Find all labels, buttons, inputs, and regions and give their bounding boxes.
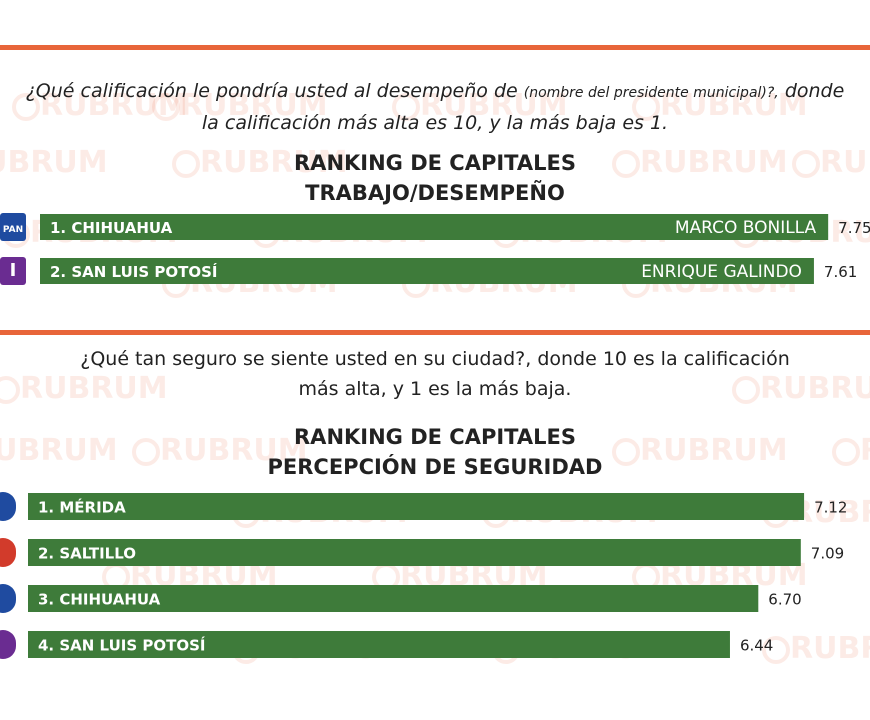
question-text: (nombre del presidente municipal)?, <box>523 85 779 101</box>
chart-title: RANKING DE CAPITALES <box>294 425 576 449</box>
watermark-logo <box>832 438 860 466</box>
value-label: 6.70 <box>768 591 801 609</box>
person-name: MARCO BONILLA <box>675 218 817 238</box>
watermark-logo <box>612 150 640 178</box>
question-text: ¿Qué calificación le pondría usted al de… <box>25 80 518 102</box>
watermark-logo <box>612 438 640 466</box>
watermark: RUBRUM <box>790 631 870 666</box>
bar <box>28 585 759 612</box>
value-label: 7.09 <box>811 545 844 563</box>
watermark-logo <box>732 376 760 404</box>
category-label: 2. SALTILLO <box>38 545 136 563</box>
chart-subtitle: TRABAJO/DESEMPEÑO <box>305 180 565 205</box>
question-text: ¿Qué tan seguro se siente usted en su ci… <box>80 348 790 400</box>
watermark: RUBRUM <box>420 88 568 123</box>
watermark: RUBRUM <box>820 145 870 180</box>
party-icon <box>0 630 16 659</box>
bar <box>28 493 805 520</box>
watermark-logo <box>762 636 790 664</box>
party-icon <box>0 213 26 241</box>
watermark: RUBRUM <box>640 433 788 468</box>
watermark-logo <box>12 93 40 121</box>
watermark-logo <box>132 438 160 466</box>
watermark: RUBRUM <box>20 371 168 406</box>
watermark-logo <box>152 93 180 121</box>
party-label: PAN <box>3 225 23 235</box>
party-label: I <box>10 260 17 281</box>
watermark: RUBRUM <box>760 371 870 406</box>
watermark-logo <box>792 150 820 178</box>
category-label: 2. SAN LUIS POTOSÍ <box>50 262 218 281</box>
party-icon <box>0 257 26 285</box>
question-text: donde la calificación más alta es 10, y … <box>201 80 845 134</box>
watermark: RUBRUM <box>640 145 788 180</box>
category-label: 1. MÉRIDA <box>38 498 126 517</box>
value-label: 7.75 <box>838 219 870 237</box>
watermark-logo <box>392 93 420 121</box>
divider <box>0 330 870 335</box>
watermark: RUBRUM <box>0 145 108 180</box>
bar <box>28 539 801 566</box>
watermark: RUBRUM <box>660 88 808 123</box>
watermark: RUBRUM <box>0 433 118 468</box>
question: ¿Qué tan seguro se siente usted en su ci… <box>60 344 810 404</box>
watermark-logo <box>0 376 20 404</box>
bar <box>40 258 814 284</box>
value-label: 7.12 <box>814 499 847 517</box>
watermark: RUBRUM <box>160 433 308 468</box>
chart-title: RANKING DE CAPITALES <box>294 151 576 175</box>
watermark: RUBRUM <box>180 88 328 123</box>
value-label: 6.44 <box>740 637 773 655</box>
watermark: RUBRUM <box>860 433 870 468</box>
divider <box>0 45 870 50</box>
category-label: 1. CHIHUAHUA <box>50 219 173 237</box>
party-icon <box>0 584 16 613</box>
bar <box>28 631 730 658</box>
chart-subtitle: PERCEPCIÓN DE SEGURIDAD <box>268 454 603 479</box>
watermark: RUBRUM <box>200 145 348 180</box>
value-label: 7.61 <box>824 263 857 281</box>
category-label: 3. CHIHUAHUA <box>38 591 161 609</box>
bar <box>40 214 829 240</box>
watermark-logo <box>632 93 660 121</box>
watermark: RUBRUM <box>40 88 188 123</box>
category-label: 4. SAN LUIS POTOSÍ <box>38 636 206 655</box>
party-icon <box>0 538 16 567</box>
watermark-logo <box>172 150 200 178</box>
party-icon <box>0 492 16 521</box>
person-name: ENRIQUE GALINDO <box>641 262 802 282</box>
question: ¿Qué calificación le pondría usted al de… <box>20 76 850 138</box>
